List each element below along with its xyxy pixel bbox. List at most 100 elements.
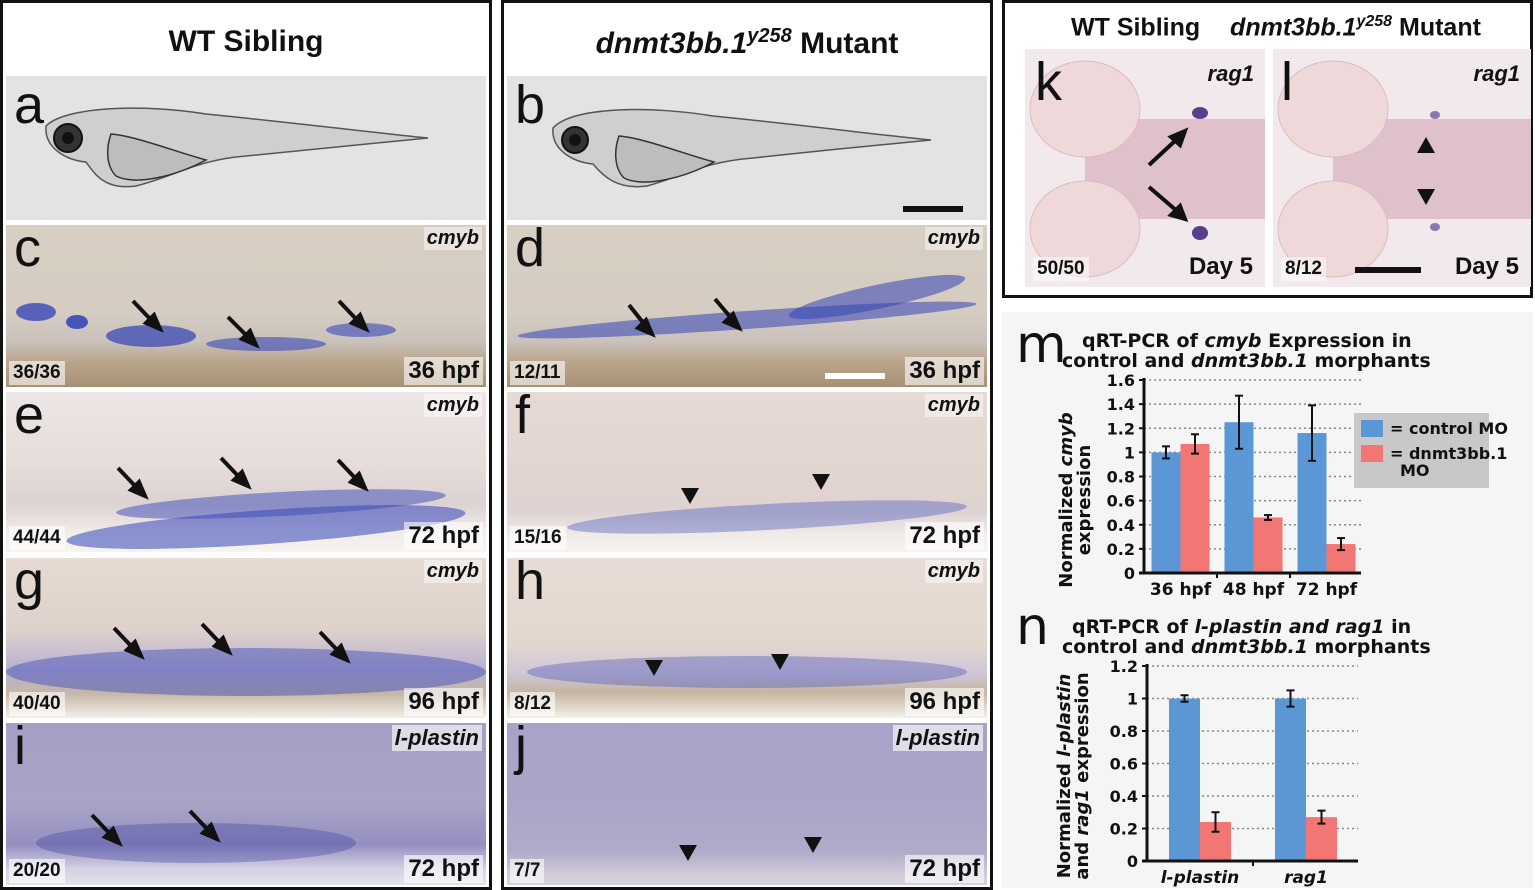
embryo-count: 7/7 [510,859,545,883]
arrow-icon [627,297,743,338]
y-tick-label: 1.6 [1107,371,1135,390]
legend-label-morphant: = dnmt3bb.1 [1390,444,1507,463]
wt-column: WT Sibling a c cmyb 36/36 36 hpf [0,0,492,890]
chart-n-svg: n qRT-PCR of l-plastin and rag1 in contr… [1016,600,1431,888]
bar-morphant [1180,443,1210,573]
kl-mutant-allele: y258 [1356,13,1393,30]
stage-label: 96 hpf [905,688,984,716]
gene-label: l-plastin [892,725,983,751]
gene-label: rag1 [1207,61,1254,86]
panel-letter: i [14,723,26,776]
kl-wt-title: WT Sibling [1071,13,1201,42]
gene-label: cmyb [423,394,482,417]
gene-label: cmyb [924,394,983,417]
gene-label: l-plastin [391,725,482,751]
embryo-count: 15/16 [510,526,566,550]
panel-letter: j [515,723,527,776]
panel-letter: c [14,225,41,278]
panel-letter: e [14,392,45,445]
chart-title-line2: control and dnmt3bb.1 morphants [1062,636,1431,658]
bar-morphant [1253,517,1283,573]
embryo-count: 8/12 [1281,257,1326,281]
wt-column-title: WT Sibling [168,25,324,58]
embryo-count: 50/50 [1033,257,1089,281]
y-tick-label: 0 [1124,564,1135,583]
panel-letter: b [515,76,546,135]
arrowhead-icon [681,488,699,504]
arrow-icon [90,809,221,847]
panel-e: e cmyb 44/44 72 hpf [6,392,486,552]
panel-letter: h [515,558,546,611]
y-axis-label-line2: and rag1 expression [1072,672,1093,879]
y-tick-label: 0.4 [1110,787,1138,806]
scale-bar [1355,267,1421,273]
arrow-icon [131,299,370,349]
chart-m-svg: m qRT-PCR of cmyb Expression in control … [1016,315,1508,600]
embryo-count: 20/20 [9,859,65,883]
y-axis-label: Normalized l-plastin [1054,674,1075,879]
arrowhead-icon [1417,137,1435,153]
bar-control [1275,698,1306,861]
gene-label: cmyb [924,227,983,250]
y-tick-label: 0.6 [1107,492,1135,511]
gene-label: cmyb [924,560,983,583]
stage-label: 72 hpf [905,855,984,883]
x-tick-label: rag1 [1284,868,1328,888]
panel-a: a [6,76,486,220]
scale-bar [903,206,963,212]
chart-title: qRT-PCR of l-plastin and rag1 in [1072,616,1411,638]
y-tick-label: 1 [1127,690,1138,709]
kl-header: WT Sibling dnmt3bb.1y258 Mutant [1071,13,1481,42]
arrowhead-icon [679,845,697,861]
bar-control [1169,698,1200,861]
chart-letter: m [1016,315,1067,375]
panel-k: k rag1 50/50 Day 5 [1025,49,1265,287]
y-tick-label: 0.4 [1107,516,1135,535]
stage-label: 72 hpf [404,522,483,550]
embryo-count: 8/12 [510,692,555,716]
panel-letter: f [515,392,531,445]
panel-i: i l-plastin 20/20 72 hpf [6,723,486,885]
y-tick-label: 0 [1127,852,1138,871]
panel-letter: g [14,558,45,611]
chart-letter: n [1016,600,1049,657]
embryo-count: 40/40 [9,692,65,716]
mutant-column-title: dnmt3bb.1y258 Mutant [504,25,990,61]
y-tick-label: 1.2 [1110,657,1138,676]
stage-label: 72 hpf [404,855,483,883]
y-axis-label-line2: expression [1074,445,1095,556]
panel-f: f cmyb 15/16 72 hpf [507,392,987,552]
panel-letter: a [14,76,45,135]
x-tick-label: 72 hpf [1296,580,1358,600]
panel-l: l rag1 8/12 Day 5 [1273,49,1531,287]
panel-letter: l [1281,52,1293,112]
mutant-gene: dnmt3bb.1 [595,27,748,60]
panel-j: j l-plastin 7/7 72 hpf [507,723,987,885]
stage-label: Day 5 [1454,253,1519,280]
x-tick-label: 36 hpf [1150,580,1212,600]
stage-label: 36 hpf [404,357,483,385]
legend-label-control: = control MO [1390,419,1508,438]
x-tick-label: l-plastin [1161,868,1240,888]
y-tick-label: 0.6 [1110,755,1138,774]
panel-d: d cmyb 12/11 36 hpf [507,225,987,387]
x-tick-label: 48 hpf [1223,580,1285,600]
chart-m: m qRT-PCR of cmyb Expression in control … [1002,312,1533,600]
fish-image-wt [45,107,429,188]
gene-label: cmyb [423,560,482,583]
embryo-count: 12/11 [510,361,565,385]
arrow-icon [116,456,369,500]
stage-label: 96 hpf [404,688,483,716]
legend-label-morphant-line2: MO [1400,461,1430,480]
legend-swatch-morphant [1361,445,1383,462]
chart-n: n qRT-PCR of l-plastin and rag1 in contr… [1002,600,1533,888]
embryo-count: 36/36 [9,361,65,385]
arrow-icon [112,622,351,664]
y-tick-label: 0.2 [1107,540,1135,559]
arrowhead-icon [771,654,789,670]
legend-swatch-control [1361,420,1383,437]
y-tick-label: 0.8 [1110,722,1138,741]
rag1-box: WT Sibling dnmt3bb.1y258 Mutant k rag1 5… [1002,0,1533,298]
stage-label: Day 5 [1188,253,1253,280]
chart-title: qRT-PCR of cmyb Expression in [1082,330,1412,352]
